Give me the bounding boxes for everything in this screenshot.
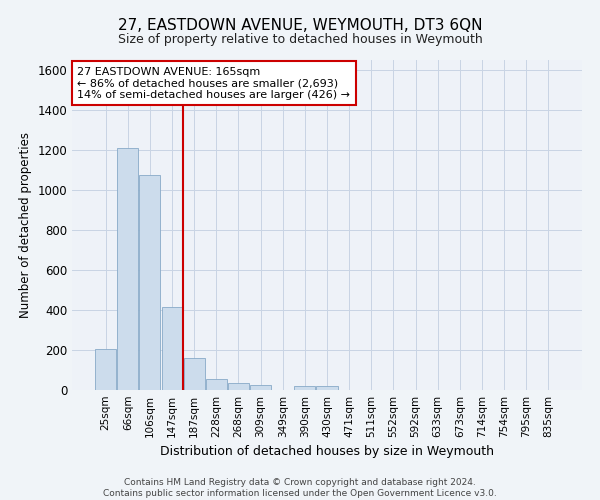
Y-axis label: Number of detached properties: Number of detached properties xyxy=(19,132,32,318)
Bar xyxy=(118,148,139,390)
Text: 27 EASTDOWN AVENUE: 165sqm
← 86% of detached houses are smaller (2,693)
14% of s: 27 EASTDOWN AVENUE: 165sqm ← 86% of deta… xyxy=(77,66,350,100)
Bar xyxy=(184,358,205,390)
Bar xyxy=(316,386,338,390)
Bar xyxy=(139,175,160,390)
Bar xyxy=(295,386,316,390)
Text: 27, EASTDOWN AVENUE, WEYMOUTH, DT3 6QN: 27, EASTDOWN AVENUE, WEYMOUTH, DT3 6QN xyxy=(118,18,482,32)
Text: Size of property relative to detached houses in Weymouth: Size of property relative to detached ho… xyxy=(118,32,482,46)
Bar xyxy=(95,349,116,390)
Bar xyxy=(161,307,182,390)
X-axis label: Distribution of detached houses by size in Weymouth: Distribution of detached houses by size … xyxy=(160,446,494,458)
Bar xyxy=(206,379,227,390)
Text: Contains HM Land Registry data © Crown copyright and database right 2024.
Contai: Contains HM Land Registry data © Crown c… xyxy=(103,478,497,498)
Bar xyxy=(228,383,249,390)
Bar xyxy=(250,385,271,390)
